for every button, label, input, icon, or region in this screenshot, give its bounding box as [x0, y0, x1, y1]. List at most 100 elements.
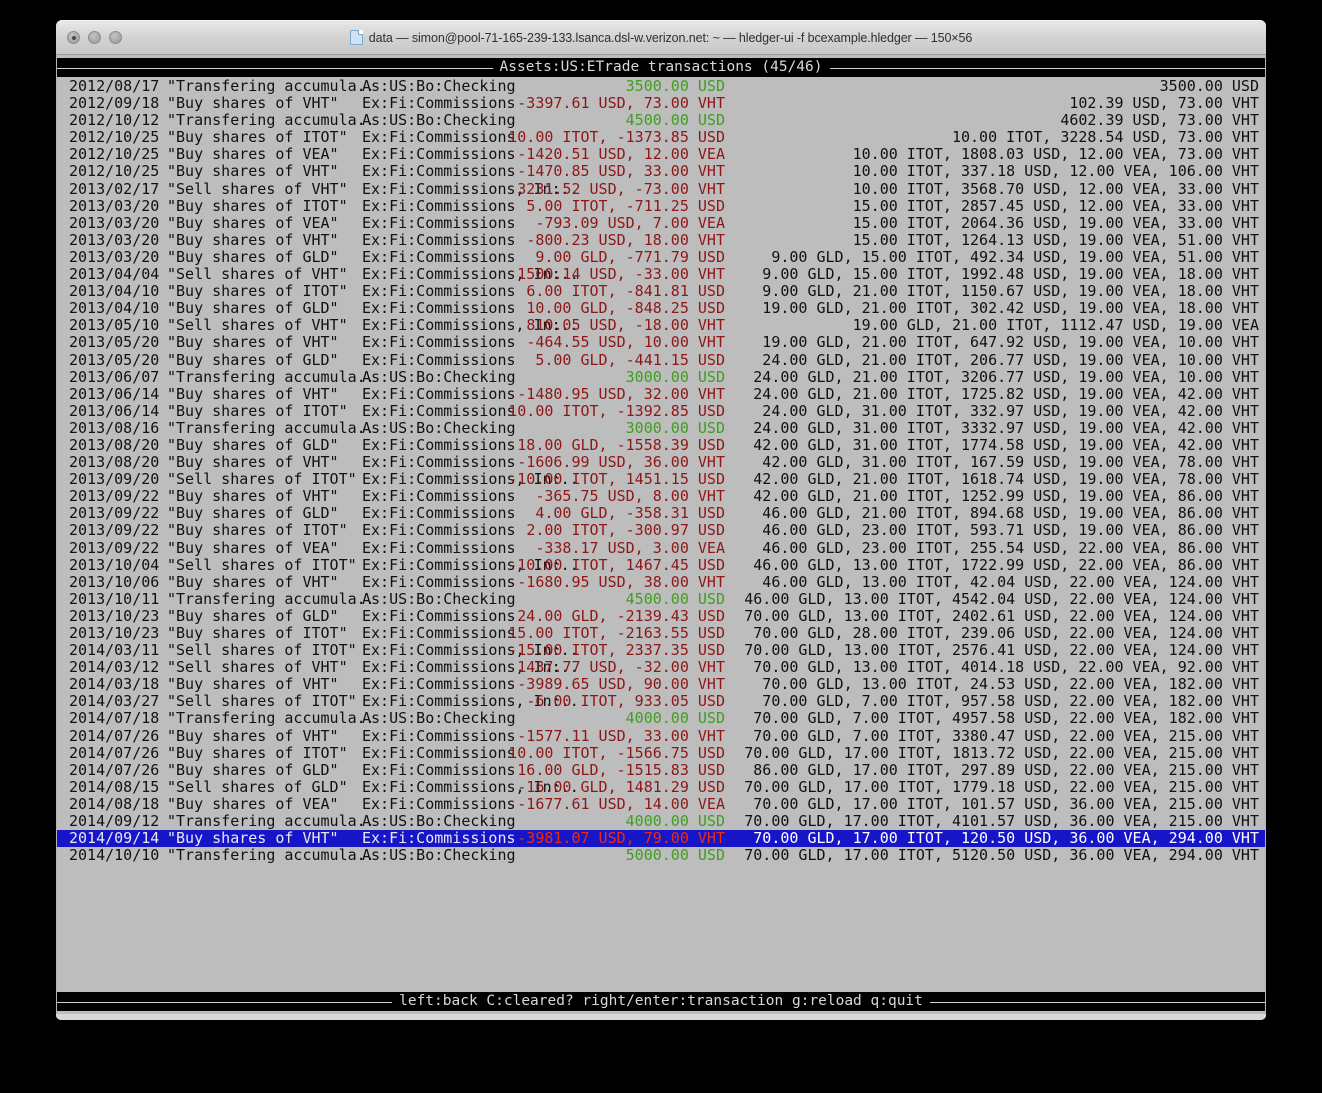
table-row[interactable]: 2014/07/26 "Buy shares of GLD" Ex:Fi:Commi…	[57, 760, 1265, 779]
table-row[interactable]: 2014/07/18 "Transfering accumula.. As:US:B…	[57, 710, 1265, 727]
transaction-description: "Transfering accumula..	[167, 709, 375, 728]
transaction-account: Ex:Fi:Commissions	[362, 350, 516, 369]
transaction-change-amount: 4500.00 USD	[625, 111, 725, 130]
transaction-change-amount: 4000.00 USD	[625, 709, 725, 728]
table-row[interactable]: 2013/06/14 "Buy shares of VHT" Ex:Fi:Commi…	[57, 385, 1265, 403]
transaction-description: "Buy shares of GLD"	[167, 435, 339, 454]
table-row[interactable]: 2013/05/10 "Sell shares of VHT" Ex:Fi:Comm…	[57, 317, 1265, 334]
transaction-account: Ex:Fi:Commissions	[362, 606, 516, 625]
transaction-date: 2013/04/10	[69, 299, 160, 318]
transaction-account: Ex:Fi:Commissions, In:..	[362, 179, 579, 198]
table-row[interactable]: 2012/10/25 "Buy shares of ITOT" Ex:Fi:Comm…	[57, 129, 1265, 146]
table-row[interactable]: 2012/10/25 "Buy shares of VEA" Ex:Fi:Commi…	[57, 146, 1265, 163]
table-row[interactable]: 2014/08/18 "Buy shares of VEA" Ex:Fi:Commi…	[57, 795, 1265, 813]
transaction-account: Ex:Fi:Commissions	[362, 435, 516, 454]
table-row[interactable]: 2013/03/20 "Buy shares of VHT" Ex:Fi:Commi…	[57, 230, 1265, 249]
transaction-change-amount: 1500.14 USD, -33.00 VHT	[517, 265, 725, 284]
close-button[interactable]	[67, 31, 80, 44]
minimize-button[interactable]	[88, 31, 101, 44]
table-row[interactable]: 2014/08/15 "Sell shares of GLD" Ex:Fi:Comm…	[57, 777, 1265, 796]
transaction-date: 2013/04/10	[69, 282, 160, 301]
transaction-date: 2013/03/20	[69, 213, 160, 232]
transaction-account: Ex:Fi:Commissions	[362, 128, 516, 147]
table-row[interactable]: 2013/06/14 "Buy shares of ITOT" Ex:Fi:Comm…	[57, 401, 1265, 420]
table-row[interactable]: 2013/09/22 "Buy shares of VHT" Ex:Fi:Commi…	[57, 488, 1265, 505]
transaction-date: 2013/05/10	[69, 316, 160, 335]
table-row[interactable]: 2013/04/10 "Buy shares of ITOT" Ex:Fi:Comm…	[57, 283, 1265, 300]
window-controls	[67, 21, 122, 54]
transaction-balance-amount: 86.00 GLD, 17.00 ITOT, 297.89 USD, 22.00…	[753, 760, 1259, 779]
transaction-balance-amount: 70.00 GLD, 13.00 ITOT, 2576.41 USD, 22.0…	[744, 641, 1259, 660]
table-row[interactable]: 2012/08/17 "Transfering accumula.. As:US:B…	[57, 77, 1265, 95]
table-row[interactable]: 2014/07/26 "Buy shares of VHT" Ex:Fi:Commi…	[57, 726, 1265, 745]
table-row[interactable]: 2013/10/23 "Buy shares of ITOT" Ex:Fi:Comm…	[57, 624, 1265, 642]
transaction-account: As:US:Bo:Checking	[362, 709, 516, 728]
transaction-balance-amount: 24.00 GLD, 31.00 ITOT, 332.97 USD, 19.00…	[762, 401, 1259, 420]
transaction-account: Ex:Fi:Commissions	[362, 94, 516, 113]
window-titlebar[interactable]: data — simon@pool-71-165-239-133.lsanca.…	[56, 20, 1266, 55]
table-row[interactable]: 2013/09/20 "Sell shares of ITOT" Ex:Fi:Com…	[57, 471, 1265, 488]
table-row[interactable]: 2013/05/20 "Buy shares of VHT" Ex:Fi:Commi…	[57, 334, 1265, 351]
transaction-date: 2014/07/26	[69, 760, 160, 779]
table-row[interactable]: 2014/09/12 "Transfering accumula.. As:US:B…	[57, 812, 1265, 831]
table-row[interactable]: 2013/08/20 "Buy shares of GLD" Ex:Fi:Commi…	[57, 435, 1265, 454]
register-title: Assets:US:ETrade transactions (45/46)	[499, 59, 823, 75]
transaction-change-amount: 1437.77 USD, -32.00 VHT	[517, 658, 725, 677]
table-row[interactable]: 2013/03/20 "Buy shares of ITOT" Ex:Fi:Comm…	[57, 197, 1265, 215]
table-row[interactable]: 2013/05/20 "Buy shares of GLD" Ex:Fi:Commi…	[57, 350, 1265, 369]
table-row[interactable]: 2014/09/14 "Buy shares of VHT" Ex:Fi:Commi…	[57, 830, 1265, 848]
table-row[interactable]: 2013/08/20 "Buy shares of VHT" Ex:Fi:Commi…	[57, 453, 1265, 471]
table-row[interactable]: 2014/10/10 "Transfering accumula.. As:US:B…	[57, 847, 1265, 864]
table-row[interactable]: 2012/10/12 "Transfering accumula.. As:US:B…	[57, 112, 1265, 129]
transaction-date: 2014/08/15	[69, 777, 160, 796]
table-row[interactable]: 2014/07/26 "Buy shares of ITOT" Ex:Fi:Comm…	[57, 744, 1265, 762]
table-row[interactable]: 2013/04/10 "Buy shares of GLD" Ex:Fi:Commi…	[57, 300, 1265, 317]
transaction-balance-amount: 70.00 GLD, 17.00 ITOT, 1779.18 USD, 22.0…	[744, 777, 1259, 796]
table-row[interactable]: 2012/09/18 "Buy shares of VHT" Ex:Fi:Commi…	[57, 94, 1265, 113]
table-row[interactable]: 2012/10/25 "Buy shares of VHT" Ex:Fi:Commi…	[57, 163, 1265, 180]
transaction-change-amount: 3000.00 USD	[625, 367, 725, 386]
table-row[interactable]: 2013/04/04 "Sell shares of VHT" Ex:Fi:Comm…	[57, 265, 1265, 284]
transaction-account: Ex:Fi:Commissions	[362, 726, 516, 745]
transaction-change-amount: -3989.65 USD, 90.00 VHT	[517, 675, 725, 694]
table-row[interactable]: 2013/03/20 "Buy shares of VEA" Ex:Fi:Commi…	[57, 213, 1265, 232]
transaction-balance-amount: 15.00 ITOT, 2064.36 USD, 19.00 VEA, 33.0…	[852, 213, 1259, 232]
transaction-change-amount: 18.00 GLD, -1558.39 USD	[517, 435, 725, 454]
transaction-description: "Buy shares of VEA"	[167, 538, 339, 557]
transaction-balance-amount: 42.00 GLD, 31.00 ITOT, 1774.58 USD, 19.0…	[753, 435, 1259, 454]
table-row[interactable]: 2013/08/16 "Transfering accumula.. As:US:B…	[57, 418, 1265, 437]
header-rule-left	[57, 67, 493, 69]
table-row[interactable]: 2013/10/11 "Transfering accumula.. As:US:B…	[57, 590, 1265, 608]
zoom-button[interactable]	[109, 31, 122, 44]
transaction-list[interactable]: 2012/08/17 "Transfering accumula.. As:US:B…	[57, 77, 1265, 992]
table-row[interactable]: 2013/10/04 "Sell shares of ITOT" Ex:Fi:Com…	[57, 556, 1265, 574]
transaction-description: "Buy shares of GLD"	[167, 760, 339, 779]
table-row[interactable]: 2013/02/17 "Sell shares of VHT" Ex:Fi:Comm…	[57, 179, 1265, 198]
table-row[interactable]: 2013/09/22 "Buy shares of VEA" Ex:Fi:Commi…	[57, 538, 1265, 557]
transaction-balance-amount: 3500.00 USD	[1159, 77, 1259, 95]
transaction-date: 2013/08/16	[69, 418, 160, 437]
transaction-account: Ex:Fi:Commissions	[362, 401, 516, 420]
table-row[interactable]: 2014/03/18 "Buy shares of VHT" Ex:Fi:Commi…	[57, 676, 1265, 693]
table-row[interactable]: 2013/03/20 "Buy shares of GLD" Ex:Fi:Commi…	[57, 247, 1265, 266]
table-row[interactable]: 2013/10/06 "Buy shares of VHT" Ex:Fi:Commi…	[57, 572, 1265, 591]
transaction-description: "Transfering accumula..	[167, 812, 375, 831]
transaction-date: 2014/03/27	[69, 692, 160, 711]
table-row[interactable]: 2014/03/12 "Sell shares of VHT" Ex:Fi:Comm…	[57, 659, 1265, 676]
transaction-account: Ex:Fi:Commissions	[362, 282, 516, 301]
transaction-description: "Sell shares of ITOT"	[167, 641, 357, 660]
transaction-account: Ex:Fi:Commissions	[362, 572, 516, 591]
table-row[interactable]: 2014/03/27 "Sell shares of ITOT" Ex:Fi:Com…	[57, 693, 1265, 710]
table-row[interactable]: 2013/09/22 "Buy shares of ITOT" Ex:Fi:Comm…	[57, 522, 1265, 539]
transaction-account: Ex:Fi:Commissions	[362, 247, 516, 266]
keybinding-status-bar: left:back C:cleared? right/enter:transac…	[57, 992, 1265, 1011]
transaction-change-amount: -800.23 USD, 18.00 VHT	[526, 230, 725, 249]
table-row[interactable]: 2013/10/23 "Buy shares of GLD" Ex:Fi:Commi…	[57, 606, 1265, 625]
table-row[interactable]: 2013/09/22 "Buy shares of GLD" Ex:Fi:Commi…	[57, 505, 1265, 522]
transaction-balance-amount: 10.00 ITOT, 1808.03 USD, 12.00 VEA, 73.0…	[852, 145, 1259, 164]
transaction-change-amount: -793.09 USD, 7.00 VEA	[535, 213, 725, 232]
window-bottom-rim	[56, 1014, 1266, 1020]
table-row[interactable]: 2014/03/11 "Sell shares of ITOT" Ex:Fi:Com…	[57, 641, 1265, 660]
table-row[interactable]: 2013/06/07 "Transfering accumula.. As:US:B…	[57, 367, 1265, 386]
